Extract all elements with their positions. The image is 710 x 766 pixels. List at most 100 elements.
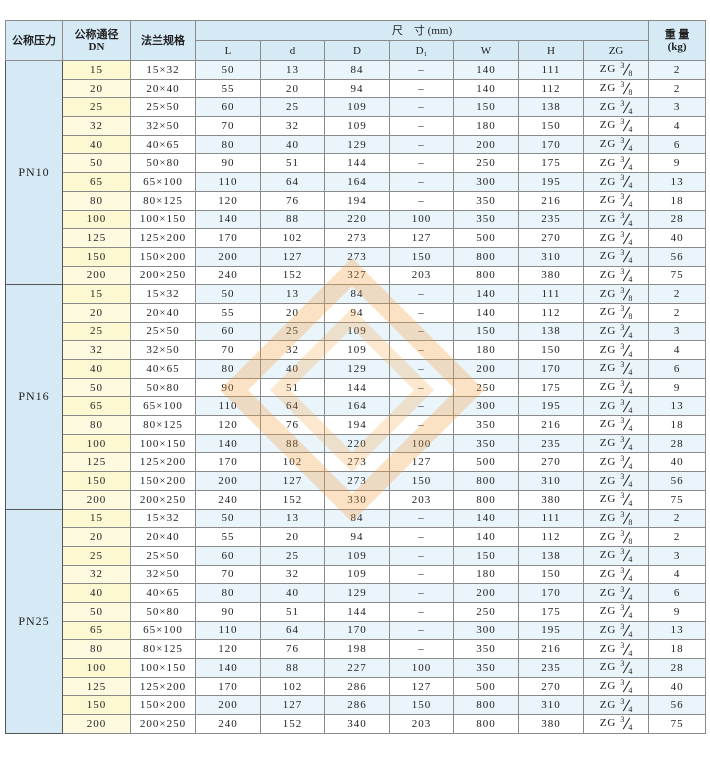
table-cell: 13 [260,60,325,80]
thread-cell: ZG 3 8 [582,78,650,99]
header-cell: 重 量 (kg) [648,20,707,61]
fraction-denominator: 4 [628,330,633,340]
fraction-denominator: 4 [628,405,633,415]
table-cell: 15 [62,508,131,529]
table-cell: 175 [518,153,584,174]
fraction-denominator: 4 [628,237,633,247]
table-row: 20 20×40 55 20 94–140 112 ZG 3 8 2 [6,302,707,323]
fraction-denominator: 4 [628,648,633,658]
table-cell: 25 [62,321,131,342]
table-row: PN10 15 15×32 50 13 84–140 111 ZG 3 8 2 [5,59,707,286]
table-cell: 250 [453,377,519,398]
fraction-denominator: 4 [628,629,633,639]
table-cell: 94 [324,527,390,547]
thread-prefix: ZG [599,268,617,281]
table-cell: 60 [195,321,261,342]
table-cell: – [389,172,454,192]
table-cell: 4 [648,340,707,360]
table-cell: 500 [453,676,519,697]
table-cell: 125 [62,676,131,697]
table-cell: 9 [648,153,707,174]
table-cell: 40 [260,134,325,155]
table-cell: 300 [453,172,519,192]
table-cell: 84 [324,284,390,304]
table-cell: 200×250 [130,489,196,510]
table-cell: 102 [260,452,325,473]
table-cell: 20 [62,527,131,547]
table-cell: 40×65 [130,583,196,603]
table-cell: 125 [62,228,131,248]
table-cell: 144 [324,377,390,398]
thread-cell: ZG 3 8 [582,60,650,80]
thread-cell: ZG 3 4 [582,209,650,230]
table-cell: 310 [518,695,584,716]
table-cell: 50 [195,284,261,304]
header-text: (kg) [667,40,687,53]
table-cell: 75 [648,714,707,734]
thread-cell: ZG 3 8 [582,284,650,304]
table-cell: 56 [648,471,707,491]
table-cell: 164 [324,396,390,417]
table-cell: 350 [453,433,519,454]
table-cell: 100 [389,209,454,230]
table-cell: 2 [648,527,707,547]
thread-cell: ZG 3 4 [582,489,650,510]
fraction-numerator: 3 [620,117,625,127]
fraction-denominator: 4 [628,704,633,714]
table-cell: 109 [324,97,390,118]
header-text: DN [88,40,105,53]
table-cell: 340 [324,714,390,734]
table-cell: 150×200 [130,246,196,267]
table-cell: 180 [453,116,519,136]
table-cell: 84 [324,60,390,80]
table-cell: 152 [260,489,325,510]
table-cell: 60 [195,97,261,118]
fraction-denominator: 4 [628,368,633,378]
table-cell: 150 [62,695,131,716]
thread-cell: ZG 3 8 [582,527,650,547]
table-cell: 28 [648,433,707,454]
table-cell: 127 [260,695,325,716]
fraction-denominator: 8 [628,517,633,527]
fraction-numerator: 3 [620,696,625,706]
table-cell: 195 [518,620,584,641]
table-cell: 80 [195,583,261,603]
thread-prefix: ZG [599,605,617,618]
thread-prefix: ZG [599,325,617,337]
table-cell: 4 [648,116,707,136]
table-cell: 32 [62,340,131,360]
fraction-numerator: 3 [620,659,625,669]
fraction-denominator: 4 [628,125,633,135]
table-cell: 273 [324,246,390,267]
header-cell: D₁ [389,40,454,61]
table-cell: 800 [453,695,519,716]
fraction-denominator: 4 [628,461,633,471]
thread-prefix: ZG [599,549,617,562]
table-cell: 800 [453,265,519,286]
fraction-numerator: 3 [620,715,625,725]
table-cell: – [389,545,454,566]
table-cell: – [389,377,454,398]
table-row: 80 80×125 120 76 194–350 216 ZG 3 4 18 [6,415,707,435]
table-cell: 20 [260,78,325,99]
table-cell: 175 [518,377,584,398]
thread-prefix: ZG [599,175,617,188]
fraction-denominator: 4 [628,218,633,228]
fraction-numerator: 3 [620,640,625,650]
table-cell: 56 [648,246,707,267]
thread-cell: ZG 3 4 [582,545,650,566]
table-cell: 800 [453,471,519,491]
table-cell: 51 [260,153,325,174]
table-cell: 15×32 [130,508,196,529]
table-cell: 100 [62,658,131,678]
fraction-denominator: 8 [628,293,633,303]
table-cell: 350 [453,209,519,230]
table-cell: 18 [648,415,707,435]
table-cell: 140 [453,508,519,529]
